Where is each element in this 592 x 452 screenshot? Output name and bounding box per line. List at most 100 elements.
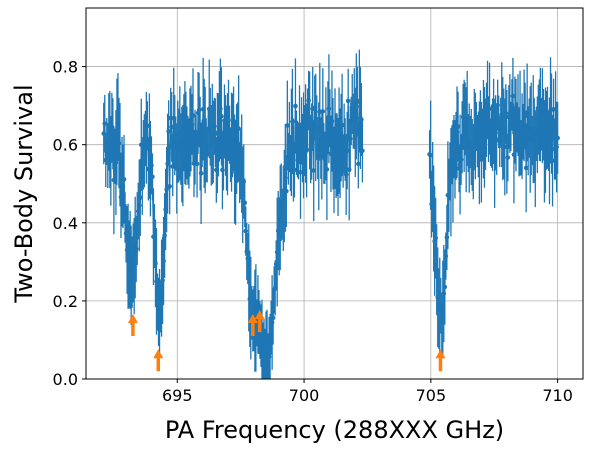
data-point bbox=[126, 261, 132, 267]
data-point bbox=[456, 166, 462, 171]
data-point bbox=[553, 123, 558, 128]
data-point bbox=[129, 269, 135, 275]
data-point bbox=[356, 161, 361, 167]
data-point bbox=[157, 310, 162, 316]
x-tick-label: 695 bbox=[162, 386, 193, 405]
data-point bbox=[500, 126, 506, 131]
data-point bbox=[473, 133, 478, 139]
data-point bbox=[274, 249, 280, 255]
data-point bbox=[115, 114, 121, 120]
x-tick-label: 705 bbox=[416, 386, 447, 405]
data-point bbox=[516, 139, 522, 145]
data-point bbox=[453, 143, 459, 149]
data-point bbox=[318, 145, 324, 151]
data-point bbox=[202, 137, 208, 143]
data-point bbox=[280, 205, 286, 211]
data-point bbox=[237, 170, 242, 176]
data-point bbox=[459, 135, 465, 140]
data-point bbox=[345, 98, 351, 104]
data-point bbox=[531, 138, 537, 143]
data-point bbox=[330, 141, 336, 147]
data-point bbox=[204, 152, 210, 157]
data-point bbox=[532, 156, 538, 162]
data-point bbox=[449, 152, 455, 157]
data-point bbox=[169, 124, 175, 130]
data-point bbox=[144, 135, 149, 141]
data-point bbox=[476, 142, 481, 147]
data-point bbox=[108, 158, 114, 164]
data-point bbox=[242, 200, 248, 206]
data-point bbox=[207, 124, 213, 130]
data-point bbox=[243, 228, 249, 234]
data-point bbox=[289, 140, 294, 145]
data-point bbox=[203, 148, 209, 153]
data-point bbox=[118, 194, 124, 200]
data-point bbox=[114, 129, 120, 135]
data-point bbox=[293, 103, 298, 109]
arrow-up-icon bbox=[153, 349, 164, 359]
data-point bbox=[430, 184, 435, 190]
data-point bbox=[469, 152, 475, 158]
data-point bbox=[329, 118, 335, 124]
data-point bbox=[225, 141, 230, 147]
data-point bbox=[278, 199, 284, 205]
data-point bbox=[214, 167, 219, 173]
data-point bbox=[163, 207, 168, 212]
data-point bbox=[223, 133, 228, 138]
data-point bbox=[141, 152, 146, 158]
data-point bbox=[495, 102, 500, 108]
data-point bbox=[248, 305, 254, 311]
data-point bbox=[332, 136, 338, 141]
data-point bbox=[112, 153, 118, 159]
data-point bbox=[485, 97, 490, 103]
data-point bbox=[281, 193, 287, 199]
data-point bbox=[222, 118, 227, 123]
data-point bbox=[341, 136, 347, 141]
data-point bbox=[551, 107, 556, 112]
data-point bbox=[540, 113, 545, 118]
data-point bbox=[224, 145, 229, 151]
data-point bbox=[189, 122, 195, 127]
data-point bbox=[111, 177, 117, 183]
data-point bbox=[152, 233, 157, 239]
y-tick-label: 0.8 bbox=[53, 58, 78, 77]
data-point bbox=[186, 151, 192, 156]
data-point bbox=[470, 159, 476, 164]
data-point bbox=[263, 348, 269, 353]
data-point bbox=[357, 98, 362, 104]
data-point bbox=[228, 152, 233, 157]
data-point bbox=[137, 195, 143, 200]
data-point bbox=[161, 258, 166, 264]
data-point bbox=[517, 120, 523, 126]
data-point bbox=[103, 157, 109, 163]
data-point bbox=[154, 279, 159, 284]
data-point bbox=[354, 104, 359, 109]
data-point bbox=[175, 139, 181, 145]
data-point bbox=[511, 152, 517, 158]
data-point bbox=[302, 138, 307, 143]
data-point bbox=[303, 131, 308, 136]
data-point bbox=[515, 112, 521, 118]
data-point bbox=[153, 261, 158, 266]
data-point bbox=[323, 131, 329, 137]
data-point bbox=[276, 233, 282, 239]
data-point bbox=[176, 143, 182, 148]
data-point bbox=[340, 158, 346, 164]
data-point bbox=[555, 135, 560, 141]
data-point bbox=[499, 112, 505, 117]
data-point bbox=[502, 144, 508, 150]
x-axis-label: PA Frequency (288XXX GHz) bbox=[165, 416, 504, 444]
arrow-up-icon bbox=[247, 314, 258, 324]
data-point bbox=[269, 320, 275, 325]
data-point bbox=[272, 285, 278, 291]
data-point bbox=[174, 166, 180, 171]
data-point bbox=[474, 124, 479, 129]
data-point bbox=[117, 152, 123, 158]
data-point bbox=[344, 148, 350, 153]
data-point bbox=[546, 138, 551, 144]
data-point bbox=[172, 132, 178, 138]
data-point bbox=[450, 168, 456, 174]
data-point bbox=[484, 117, 489, 123]
data-point bbox=[320, 109, 326, 114]
data-point bbox=[198, 170, 204, 176]
